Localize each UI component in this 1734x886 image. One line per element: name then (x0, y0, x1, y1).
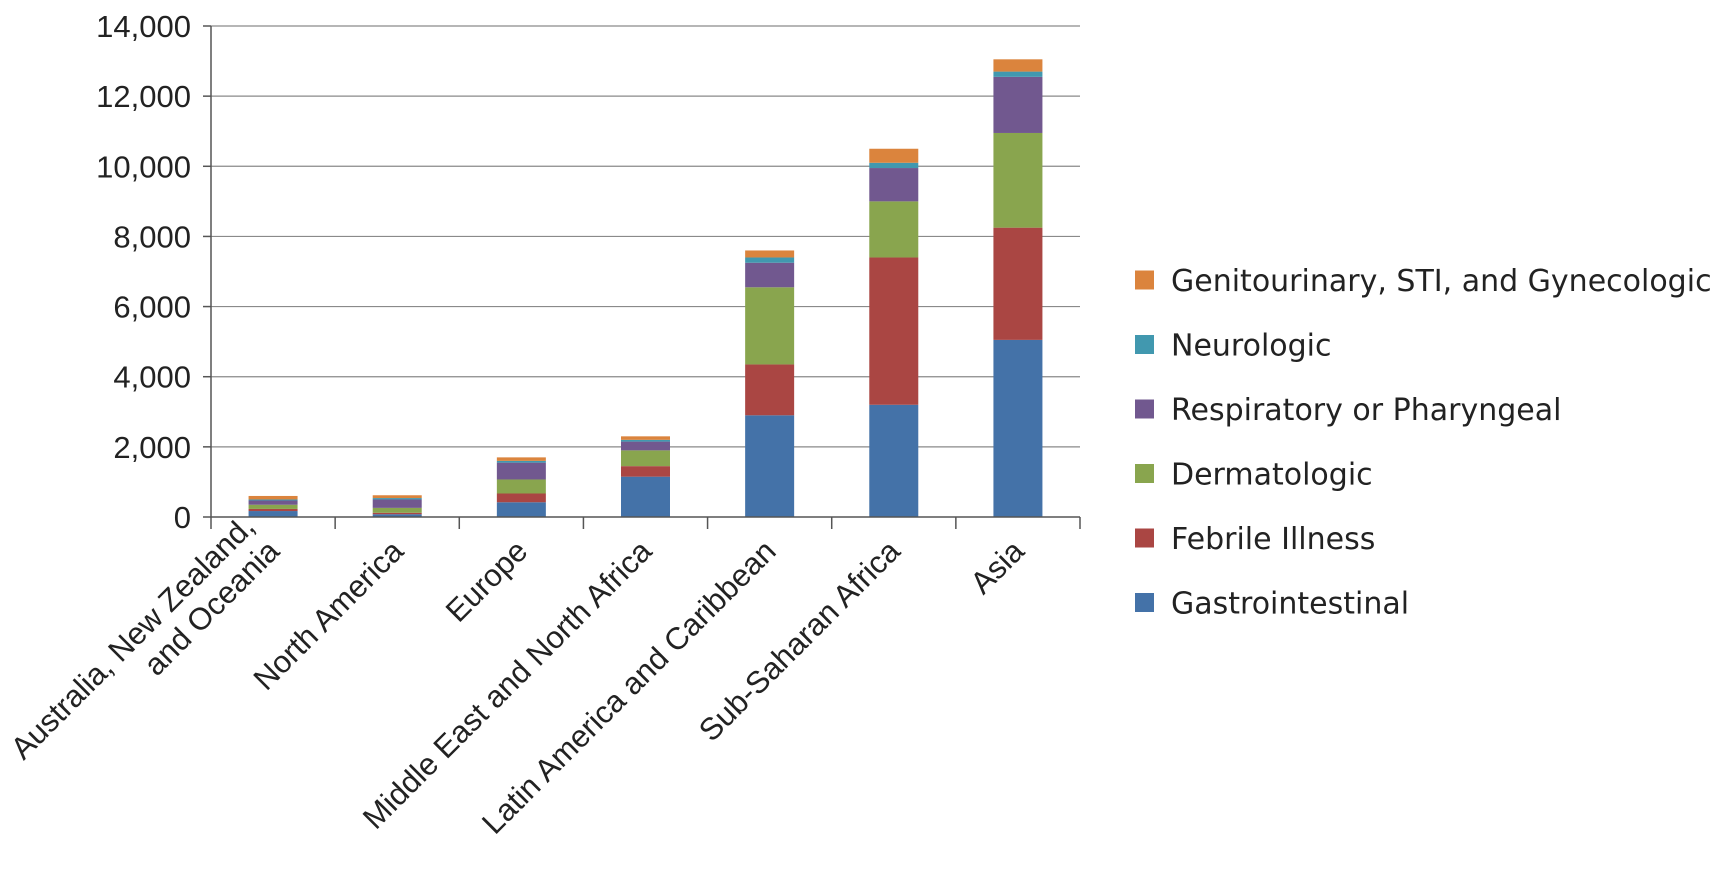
bar-segment (496, 457, 546, 461)
legend-item: Neurologic (1135, 329, 1332, 364)
legend-swatch (1135, 335, 1154, 354)
bar-segment (248, 499, 298, 501)
bar-segment (372, 499, 422, 508)
bar-segment (372, 507, 422, 513)
bar-segment (869, 201, 919, 258)
y-tick-label: 0 (174, 500, 191, 535)
x-category-label: Europe (439, 533, 534, 628)
bar-segment (993, 71, 1043, 77)
y-tick-label: 8,000 (113, 219, 191, 254)
bar-segment (993, 132, 1043, 228)
x-category-labels: Australia, New Zealand,and OceaniaNorth … (4, 508, 1032, 840)
legend-label: Genitourinary, STI, and Gynecologic (1171, 264, 1712, 299)
bar-segment (869, 257, 919, 405)
x-category-label-line: Europe (439, 533, 534, 628)
legend-item: Dermatologic (1135, 458, 1373, 493)
bar-segment (745, 257, 795, 263)
y-tick-label: 6,000 (113, 290, 191, 325)
axes (203, 25, 1081, 529)
bar-segment (248, 508, 298, 512)
bar-segment (993, 76, 1043, 133)
y-tick-label: 10,000 (96, 149, 191, 184)
legend-swatch (1135, 593, 1154, 612)
bar-segment (621, 466, 670, 477)
bar-segment (496, 462, 546, 480)
bar-segment (496, 479, 546, 494)
bar-segment (248, 495, 298, 500)
bar-segment (621, 450, 670, 467)
x-category-label-line: Australia, New Zealand, (4, 508, 261, 765)
bar-segment (372, 514, 422, 517)
legend-swatch (1135, 528, 1154, 548)
bar-segment (745, 262, 795, 288)
bar-segment (496, 493, 546, 503)
legend-item: Respiratory or Pharyngeal (1135, 393, 1561, 428)
y-tick-label: 12,000 (96, 79, 191, 114)
bar-segment (496, 502, 546, 517)
bar-segment (993, 59, 1043, 72)
bar-segment (993, 227, 1043, 340)
bar-segment (745, 287, 795, 365)
legend-item: Genitourinary, STI, and Gynecologic (1135, 264, 1712, 299)
bar-segment (869, 148, 919, 163)
legend-swatch (1135, 399, 1154, 419)
x-category-label-line: Sub-Saharan Africa (692, 533, 907, 748)
bar-segment (745, 415, 795, 517)
bars (248, 59, 1043, 517)
legend-label: Gastrointestinal (1171, 587, 1409, 622)
bar-segment (745, 364, 795, 416)
bar-segment (248, 500, 298, 505)
bar-segment (745, 250, 795, 258)
legend: Genitourinary, STI, and Gynecologic Neuro… (1135, 264, 1712, 622)
y-tick-label: 14,000 (96, 9, 191, 44)
legend-swatch (1135, 270, 1154, 290)
bar-segment (621, 441, 670, 451)
bar-segment (869, 404, 919, 517)
legend-label: Febrile Illness (1171, 522, 1375, 557)
x-category-label-line: Asia (963, 533, 1031, 601)
bar-segment (372, 512, 422, 515)
legend-item: Febrile Illness (1135, 522, 1375, 557)
legend-label: Neurologic (1171, 329, 1332, 364)
legend-item: Gastrointestinal (1135, 587, 1409, 622)
bar-segment (869, 168, 919, 202)
x-category-label: Australia, New Zealand,and Oceania (4, 508, 287, 765)
y-tick-labels: 0 2,000 4,000 6,000 8,000 10,000 12,000 14,000 (96, 9, 191, 535)
bar-segment (993, 339, 1043, 517)
y-tick-label: 2,000 (113, 430, 191, 465)
bar-segment (496, 460, 546, 463)
x-category-label: Asia (963, 533, 1031, 601)
gridlines (211, 25, 1080, 448)
bar-segment (372, 498, 422, 500)
bar-segment (248, 504, 298, 509)
legend-label: Dermatologic (1171, 458, 1373, 493)
legend-label: Respiratory or Pharyngeal (1171, 393, 1561, 428)
bar-segment (248, 511, 298, 517)
y-tick-label: 4,000 (113, 360, 191, 395)
bar-segment (621, 439, 670, 442)
x-category-label: Sub-Saharan Africa (692, 533, 907, 748)
legend-swatch (1135, 464, 1154, 483)
bar-segment (621, 476, 670, 517)
bar-segment (621, 436, 670, 440)
bar-segment (869, 162, 919, 169)
bar-segment (372, 495, 422, 499)
